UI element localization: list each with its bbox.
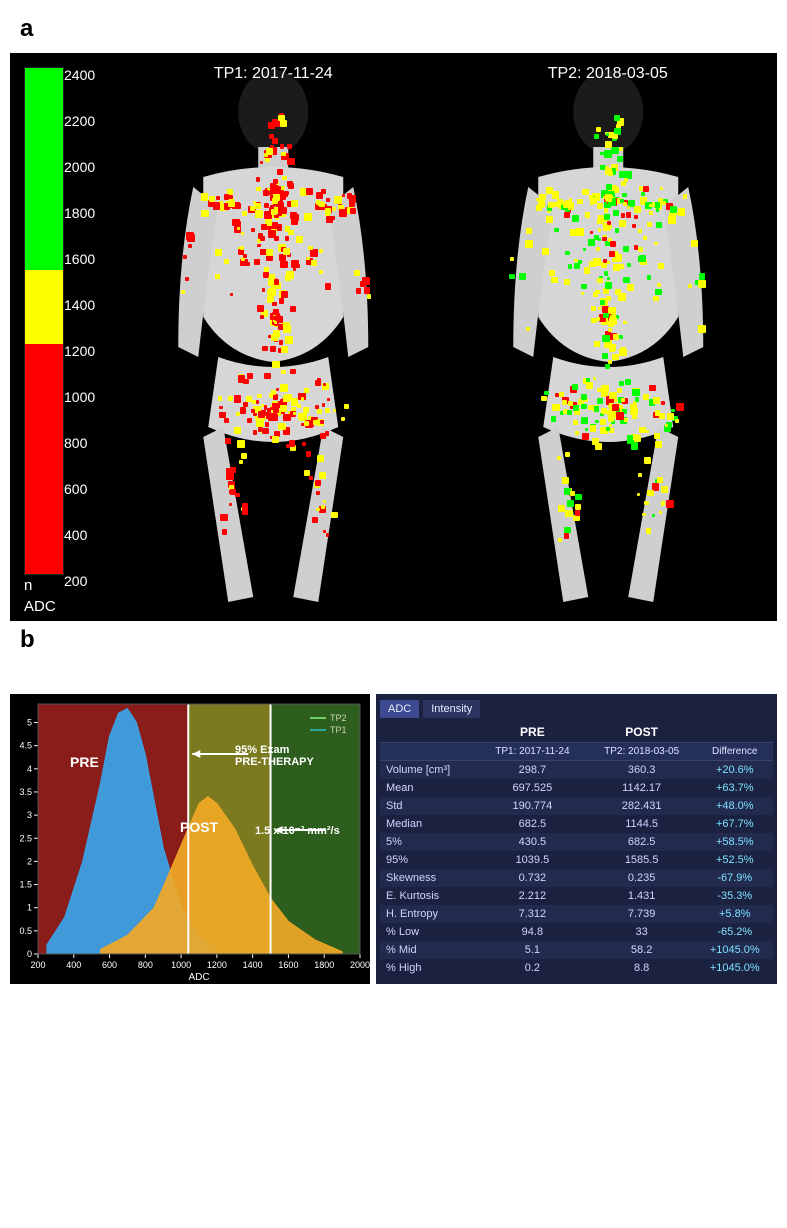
pre-label: PRE bbox=[70, 754, 99, 770]
scan-title-tp1: TP1: 2017-11-24 bbox=[108, 65, 439, 83]
table-row: H. Entropy7.3127.739+5.8% bbox=[380, 905, 773, 923]
svg-text:800: 800 bbox=[138, 960, 153, 970]
panel-b-label: b bbox=[20, 626, 777, 654]
table-row: Std190.774282.431+48.0% bbox=[380, 797, 773, 815]
panel-a: 2400220020001800160014001200100080060040… bbox=[10, 53, 777, 621]
svg-text:TP1: TP1 bbox=[330, 725, 347, 735]
anno-95: 95% ExamPRE-THERAPY bbox=[235, 744, 355, 768]
scan-panel-tp2: TP2: 2018-03-05 bbox=[443, 57, 774, 617]
tab-adc[interactable]: ADC bbox=[380, 700, 419, 718]
svg-text:1200: 1200 bbox=[207, 960, 227, 970]
svg-text:1800: 1800 bbox=[314, 960, 334, 970]
hdr-post: POST bbox=[587, 722, 697, 743]
hdr-pre: PRE bbox=[478, 722, 587, 743]
svg-text:2.5: 2.5 bbox=[19, 833, 32, 843]
table-row: Skewness0.7320.235-67.9% bbox=[380, 869, 773, 887]
svg-text:5: 5 bbox=[27, 718, 32, 728]
table-row: 95%1039.51585.5+52.5% bbox=[380, 851, 773, 869]
histogram: TP2TP12004006008001000120014001600180020… bbox=[10, 694, 370, 984]
svg-text:2000: 2000 bbox=[350, 960, 370, 970]
svg-text:600: 600 bbox=[102, 960, 117, 970]
panel-b: TP2TP12004006008001000120014001600180020… bbox=[10, 694, 777, 984]
table-row: E. Kurtosis2.2121.431-35.3% bbox=[380, 887, 773, 905]
table-row: Volume [cm³]298.7360.3+20.6% bbox=[380, 761, 773, 780]
svg-text:400: 400 bbox=[66, 960, 81, 970]
scan-panel-tp1: TP1: 2017-11-24 bbox=[108, 57, 439, 617]
stats-table: PRE POST TP1: 2017-11-24 TP2: 2018-03-05… bbox=[380, 722, 773, 977]
anno-fixed: 1.5 x 10⁻³ mm²/s bbox=[255, 824, 340, 837]
table-row: Median682.51144.5+67.7% bbox=[380, 815, 773, 833]
stats-panel: ADC Intensity PRE POST TP1: 2017-11-24 T… bbox=[376, 694, 777, 984]
panel-a-label: a bbox=[20, 15, 777, 43]
colorbar-ticks: 2400220020001800160014001200100080060040… bbox=[64, 67, 95, 589]
svg-text:1600: 1600 bbox=[278, 960, 298, 970]
sub-tp2: TP2: 2018-03-05 bbox=[587, 743, 697, 761]
svg-text:1400: 1400 bbox=[243, 960, 263, 970]
tab-intensity[interactable]: Intensity bbox=[423, 700, 480, 718]
scan-title-tp2: TP2: 2018-03-05 bbox=[443, 65, 774, 83]
colorbar-gradient bbox=[24, 67, 64, 575]
table-row: 5%430.5682.5+58.5% bbox=[380, 833, 773, 851]
histogram-svg: TP2TP12004006008001000120014001600180020… bbox=[10, 694, 370, 984]
sub-diff: Difference bbox=[697, 743, 773, 761]
post-label: POST bbox=[180, 819, 218, 835]
table-row: % High0.28.8+1045.0% bbox=[380, 959, 773, 977]
svg-text:4.5: 4.5 bbox=[19, 741, 32, 751]
svg-text:1.5: 1.5 bbox=[19, 880, 32, 890]
stats-tabs: ADC Intensity bbox=[380, 700, 773, 718]
colorbar-unit: ADC bbox=[24, 598, 104, 615]
svg-text:0.5: 0.5 bbox=[19, 926, 32, 936]
table-row: % Mid5.158.2+1045.0% bbox=[380, 941, 773, 959]
svg-text:ADC: ADC bbox=[188, 972, 209, 983]
sub-tp1: TP1: 2017-11-24 bbox=[478, 743, 587, 761]
svg-text:4: 4 bbox=[27, 764, 32, 774]
svg-text:3: 3 bbox=[27, 810, 32, 820]
colorbar: 2400220020001800160014001200100080060040… bbox=[14, 57, 104, 617]
svg-text:1000: 1000 bbox=[171, 960, 191, 970]
svg-text:3.5: 3.5 bbox=[19, 787, 32, 797]
svg-text:0: 0 bbox=[27, 949, 32, 959]
svg-text:200: 200 bbox=[30, 960, 45, 970]
svg-text:TP2: TP2 bbox=[330, 713, 347, 723]
svg-text:2: 2 bbox=[27, 856, 32, 866]
svg-text:1: 1 bbox=[27, 903, 32, 913]
table-row: % Low94.833-65.2% bbox=[380, 923, 773, 941]
table-row: Mean697.5251142.17+63.7% bbox=[380, 779, 773, 797]
